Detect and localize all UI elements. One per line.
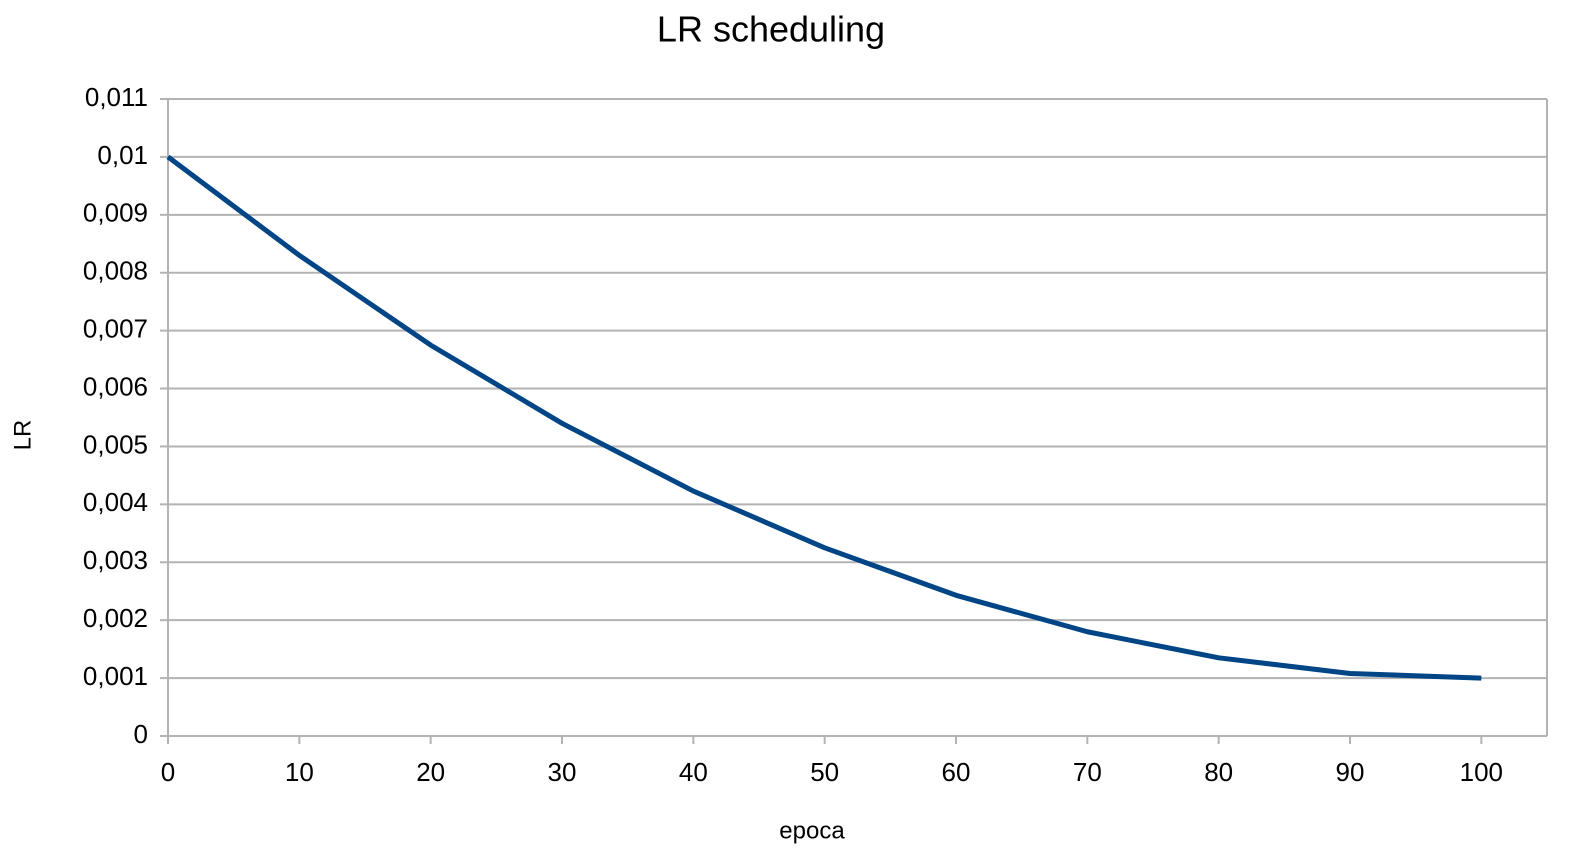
y-tick-label: 0,011 (85, 82, 148, 112)
x-tick-label: 0 (161, 757, 175, 787)
y-tick-label: 0,01 (97, 140, 148, 170)
x-axis-label: epoca (779, 817, 845, 844)
y-tick-label: 0,002 (83, 603, 148, 633)
x-tick-label: 40 (679, 757, 708, 787)
x-tick-label: 30 (548, 757, 577, 787)
x-tick-label: 20 (416, 757, 445, 787)
y-tick-label: 0,004 (83, 487, 148, 517)
data-line (166, 154, 1482, 681)
x-tick-label: 10 (285, 757, 314, 787)
x-tick-label: 60 (942, 757, 971, 787)
x-tick-label: 70 (1073, 757, 1102, 787)
y-tick-label: 0,003 (83, 545, 148, 575)
y-tick-label: 0,005 (83, 429, 148, 459)
x-tick-label: 50 (810, 757, 839, 787)
y-axis-label: LR (9, 420, 36, 451)
y-tick-label: 0 (134, 719, 148, 749)
y-tick-label: 0,006 (83, 371, 148, 401)
y-tick-label: 0,001 (83, 661, 148, 691)
x-tick-label: 100 (1460, 757, 1503, 787)
y-tick-label: 0,007 (83, 314, 148, 344)
y-tick-label: 0,009 (83, 198, 148, 228)
x-tick-label: 90 (1336, 757, 1365, 787)
x-tick-label: 80 (1204, 757, 1233, 787)
chart-title: LR scheduling (657, 9, 885, 50)
y-tick-label: 0,008 (83, 256, 148, 286)
